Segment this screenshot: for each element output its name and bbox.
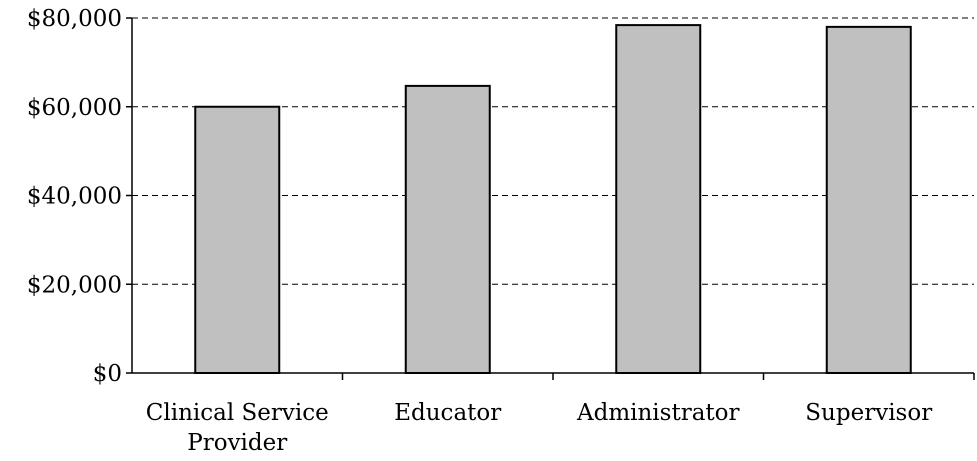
y-tick-label: $40,000 — [27, 184, 122, 210]
category-labels: Clinical Service Provider Educator Administ… — [146, 400, 932, 456]
y-tick-label: $80,000 — [27, 6, 122, 32]
category-label: Educator — [394, 400, 501, 426]
category-label-line: Educator — [394, 400, 501, 426]
category-label: Clinical Service Provider — [146, 400, 329, 456]
category-label-line: Supervisor — [805, 400, 932, 426]
category-label-line: Provider — [187, 430, 287, 456]
bar — [615, 24, 702, 374]
bar — [825, 25, 912, 374]
bars — [194, 24, 912, 375]
category-label: Administrator — [576, 400, 740, 426]
y-tick-label: $60,000 — [27, 95, 122, 121]
category-label-line: Administrator — [576, 400, 740, 426]
category-label: Supervisor — [805, 400, 932, 426]
y-tick-label: $20,000 — [27, 272, 122, 298]
bar — [404, 84, 491, 375]
category-label-line: Clinical Service — [146, 400, 329, 426]
y-tick-label: $0 — [93, 361, 122, 387]
y-tick-labels: $0 $20,000 $40,000 $60,000 $80,000 — [27, 6, 122, 387]
bar — [194, 105, 281, 374]
axes — [126, 17, 975, 380]
